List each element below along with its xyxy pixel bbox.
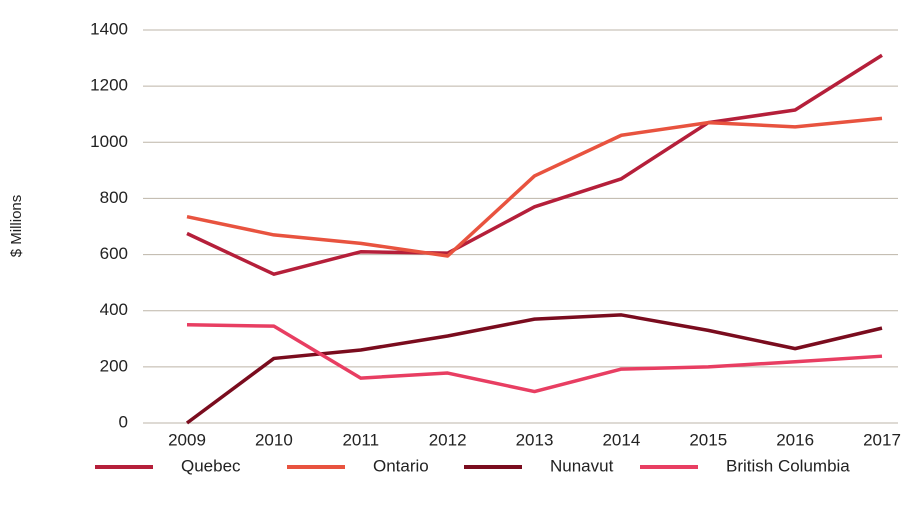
x-tick-label: 2014 <box>602 430 640 449</box>
x-tick-label: 2015 <box>689 430 727 449</box>
x-tick-label: 2017 <box>863 430 901 449</box>
line-series <box>185 313 883 425</box>
legend-label: Ontario <box>373 456 429 475</box>
x-tick-label: 2011 <box>342 430 379 449</box>
y-tick-label: 800 <box>100 188 128 207</box>
y-tick-label: 200 <box>100 356 128 375</box>
y-tick-label: 400 <box>100 300 128 319</box>
y-tick-label: 0 <box>119 412 128 431</box>
y-tick-label: 1000 <box>90 132 128 151</box>
line-series <box>186 323 883 394</box>
y-tick-label: 1200 <box>90 76 128 95</box>
y-tick-label: 600 <box>100 244 128 263</box>
legend-label: Quebec <box>181 456 241 475</box>
x-tick-label: 2009 <box>168 430 206 449</box>
y-axis-label: $ Millions <box>8 195 25 258</box>
x-tick-label: 2012 <box>429 430 467 449</box>
line-series <box>186 53 883 276</box>
legend-label: Nunavut <box>550 456 614 475</box>
y-tick-label: 1400 <box>90 19 128 38</box>
x-tick-label: 2016 <box>776 430 814 449</box>
legend-label: British Columbia <box>726 456 850 475</box>
line-series <box>186 116 883 258</box>
x-tick-label: 2013 <box>516 430 554 449</box>
x-tick-label: 2010 <box>255 430 293 449</box>
